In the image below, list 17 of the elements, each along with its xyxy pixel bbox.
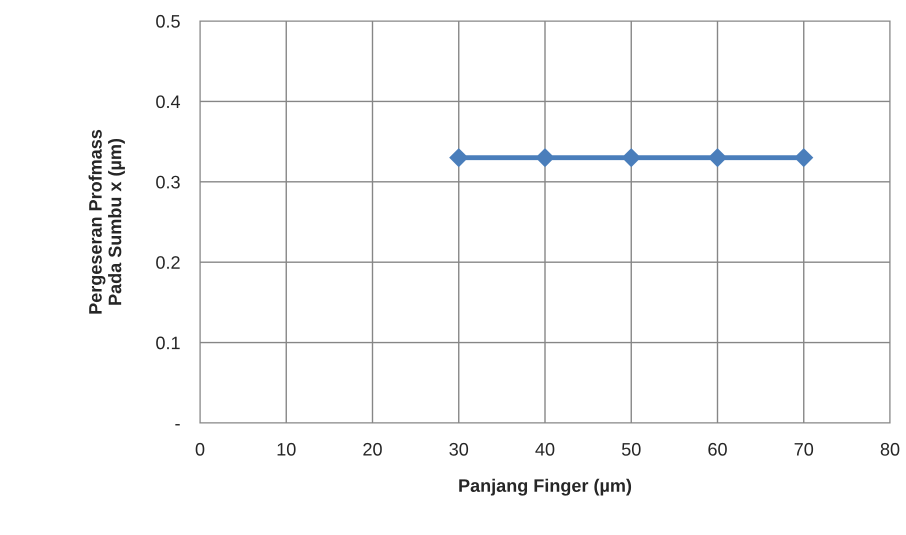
- x-tick-label: 0: [196, 442, 204, 456]
- x-axis-title: Panjang Finger (µm): [459, 478, 632, 496]
- y-tick-label: 0.1: [156, 336, 180, 350]
- y-tick-label: 0.5: [156, 14, 180, 28]
- x-tick-label: 80: [880, 442, 900, 456]
- y-axis-title: Pergeseran Profmass Pada Sumbu x (µm): [88, 130, 125, 314]
- x-tick-label: 50: [622, 442, 641, 456]
- x-tick-label: 60: [708, 442, 727, 456]
- y-tick-label: 0.3: [156, 176, 180, 189]
- x-tick-label: 40: [535, 442, 554, 456]
- x-tick-label: 30: [449, 442, 468, 456]
- y-tick-label: 0.2: [156, 256, 180, 269]
- x-tick-label: 20: [363, 442, 382, 456]
- y-tick-label: -: [175, 424, 180, 426]
- x-tick-label: 70: [794, 442, 814, 456]
- x-tick-label: 10: [278, 442, 296, 456]
- y-tick-label: 0.4: [156, 95, 180, 108]
